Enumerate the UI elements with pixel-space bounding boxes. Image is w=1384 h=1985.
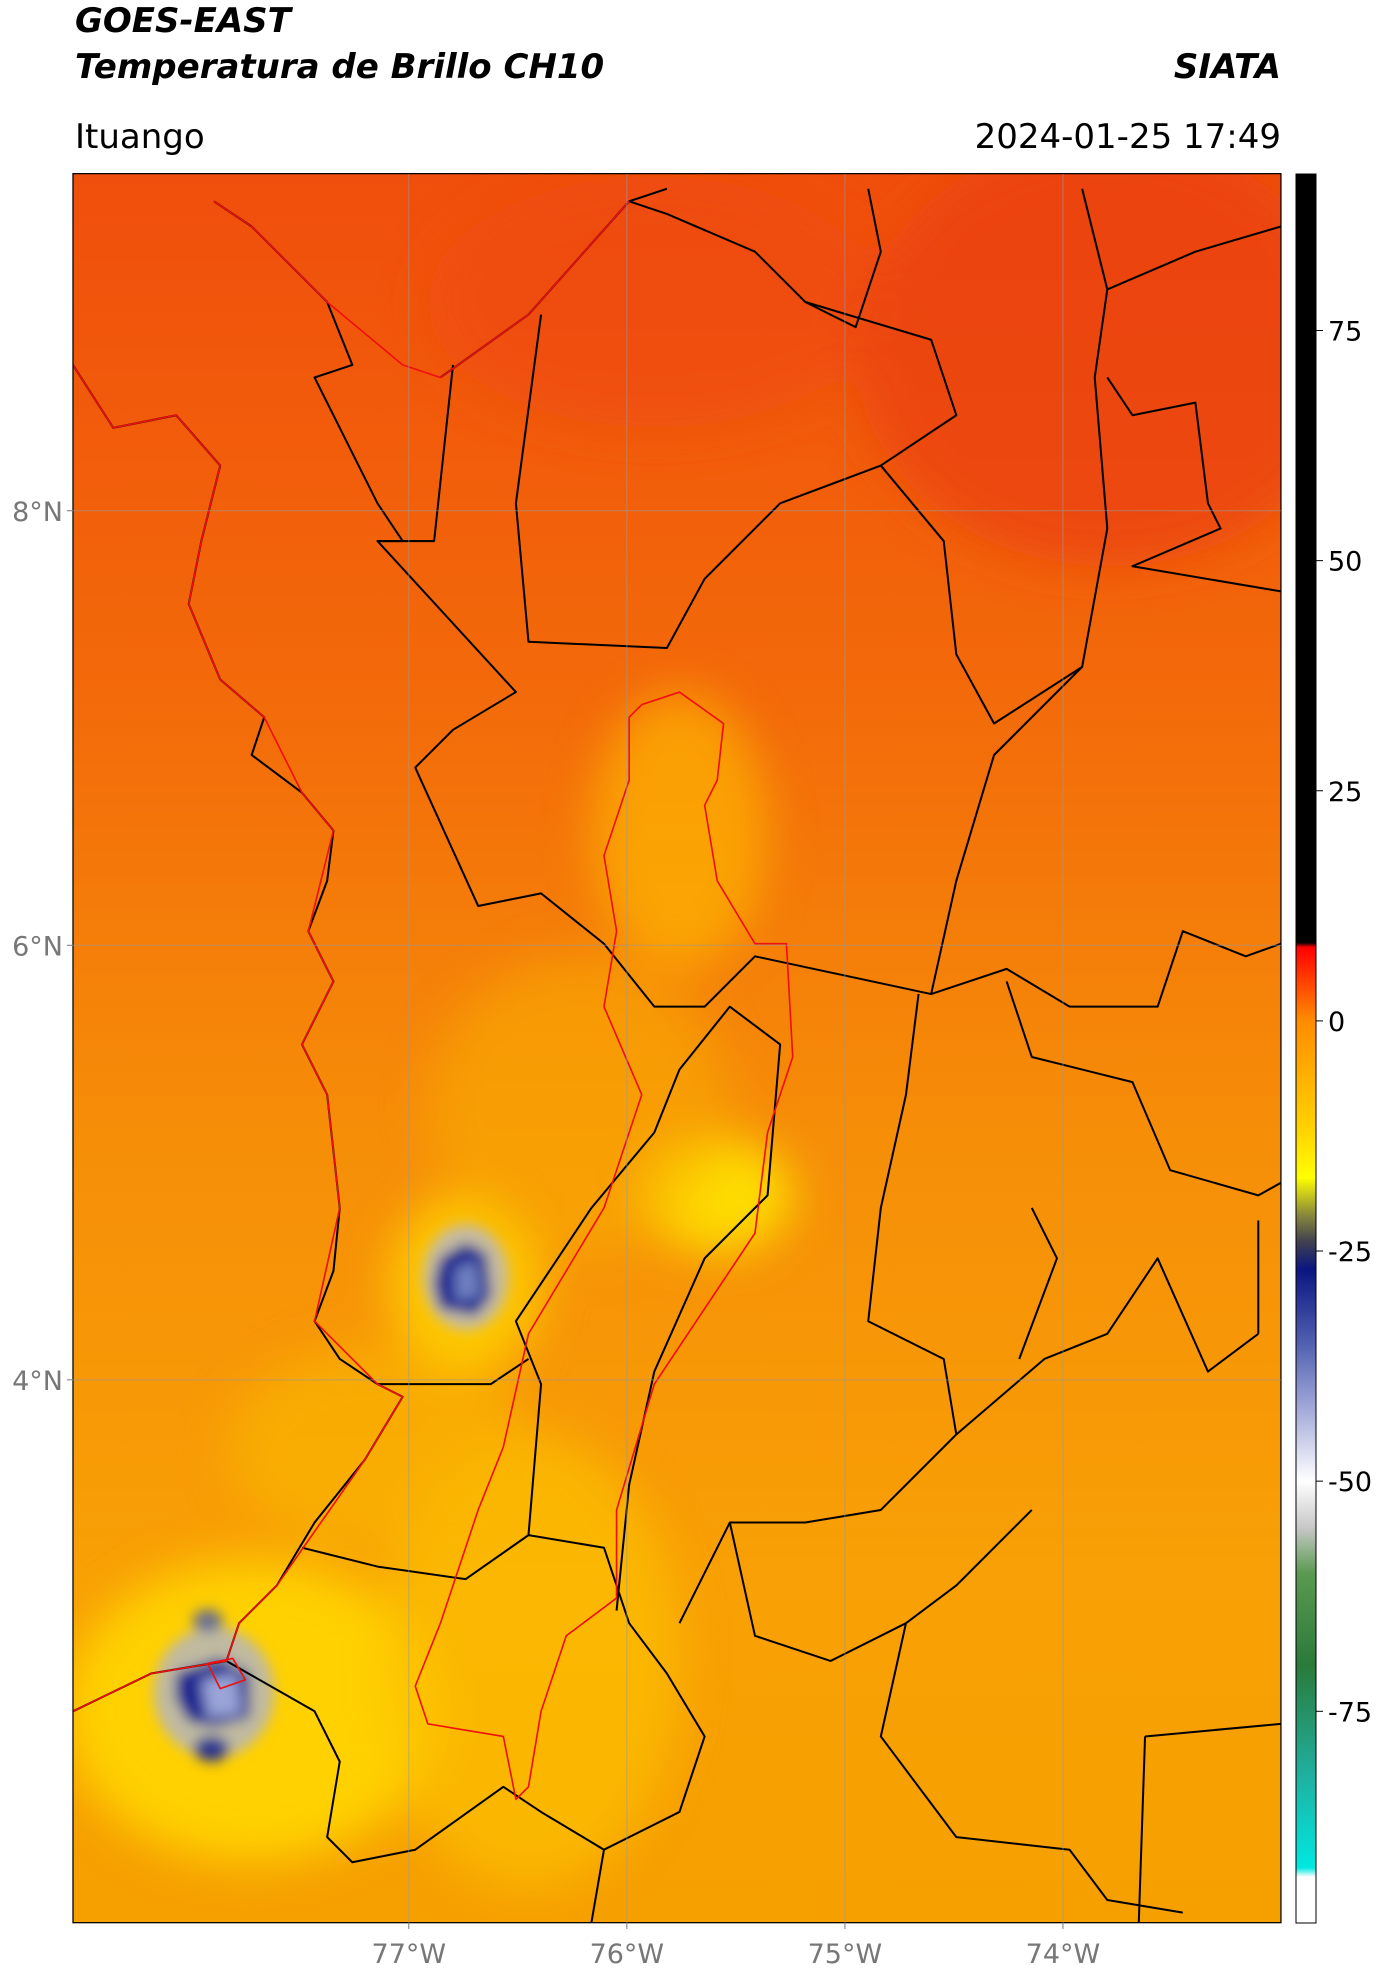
location: Ituango <box>75 117 205 157</box>
cold-cloud-tops <box>153 1224 509 1762</box>
colorbar <box>1295 173 1317 1924</box>
colorbar-tick-label: -50 <box>1328 1467 1372 1498</box>
y-tick-label: 6°N <box>12 931 63 962</box>
map-frame <box>72 173 1282 1924</box>
colorbar-tick-label: 25 <box>1328 777 1362 808</box>
colorbar-tick-label: -75 <box>1328 1697 1372 1728</box>
source: SIATA <box>1174 47 1281 87</box>
x-tick-label: 76°W <box>590 1939 665 1970</box>
y-tick-label: 8°N <box>12 497 63 528</box>
boundaries <box>72 187 1281 1923</box>
x-tick-label: 77°W <box>372 1939 447 1970</box>
colorbar-tick-label: 50 <box>1328 547 1362 578</box>
colorbar-tick-label: 75 <box>1328 316 1362 347</box>
product: Temperatura de Brillo CH10 <box>75 47 604 87</box>
colorbar-tick-label: -25 <box>1328 1237 1372 1268</box>
map <box>72 173 1282 1924</box>
satellite: GOES-EAST <box>75 1 294 41</box>
x-tick-label: 74°W <box>1026 1939 1101 1970</box>
datetime: 2024-01-25 17:49 <box>975 117 1281 157</box>
y-tick-label: 4°N <box>12 1366 63 1397</box>
x-tick-label: 75°W <box>808 1939 883 1970</box>
colorbar-tick-label: 0 <box>1328 1007 1345 1038</box>
